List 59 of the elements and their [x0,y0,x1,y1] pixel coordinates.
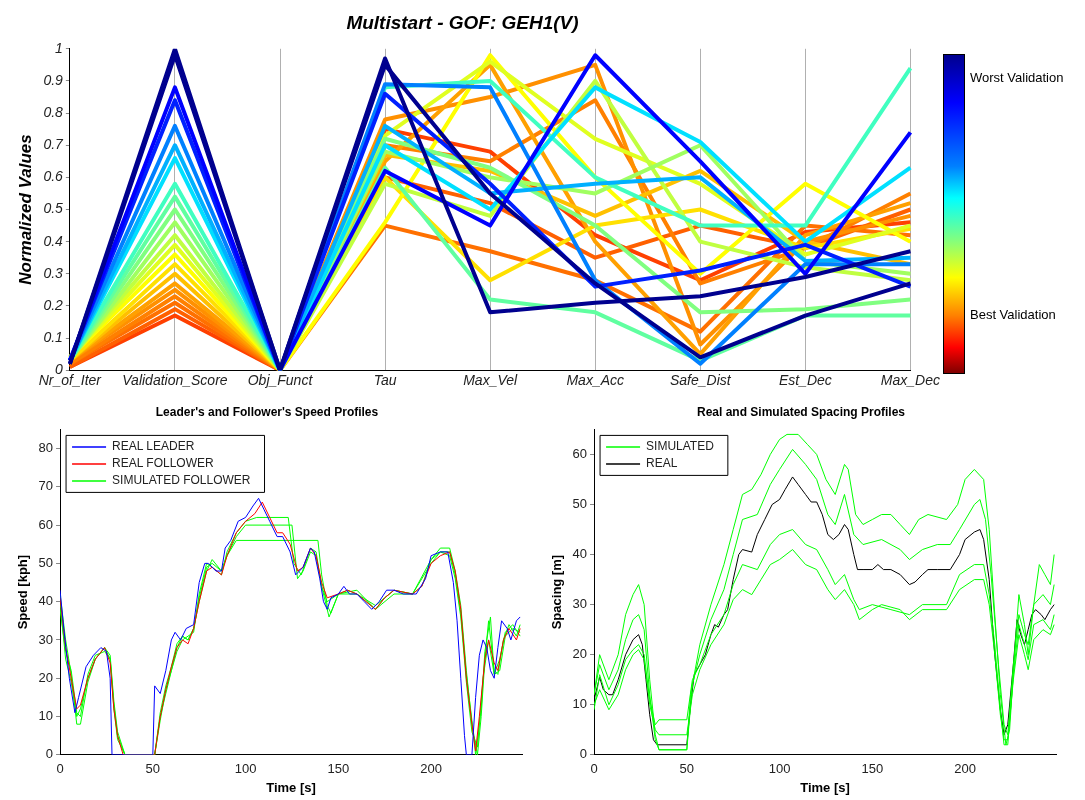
x-axis-title: Time [s] [800,779,850,795]
y-tick-label: 0.6 [43,168,64,185]
y-tick-label: 60 [38,516,54,532]
x-tick-label: 100 [234,761,257,777]
chart-title: Real and Simulated Spacing Profiles [696,404,906,419]
y-tick-label: 0.5 [43,200,64,217]
y-axis-title: Spacing [m] [549,554,565,630]
y-tick-label: 40 [38,593,54,609]
y-tick-label: 0.7 [43,136,65,153]
chart-title: Multistart - GOF: GEH1(V) [346,11,579,33]
y-tick-label: 0.2 [43,296,64,313]
x-tick-label: 200 [954,761,976,777]
y-tick-label: 50 [572,496,588,512]
y-tick-label: 10 [572,696,588,712]
x-tick-label: 200 [420,761,442,777]
y-tick-label: 10 [38,708,54,724]
y-tick-label: 0.4 [43,232,64,249]
y-tick-label: 0.8 [43,103,64,120]
x-tick-label: 50 [679,761,695,777]
x-tick-label: Validation_Score [122,372,228,389]
y-tick-label: 1 [55,39,63,56]
legend-label: SIMULATED FOLLOWER [112,473,251,488]
text: Worst Validation [970,70,1064,85]
x-tick-label: Obj_Funct [247,372,314,389]
x-tick-label: Max_Dec [880,372,940,389]
legend-label: REAL [646,456,678,471]
y-tick-label: 80 [38,440,54,456]
x-tick-label: 150 [327,761,350,777]
y-tick-label: 30 [572,596,588,612]
legend-label: REAL LEADER [112,439,195,454]
y-tick-label: 50 [38,554,54,570]
x-tick-label: Max_Vel [463,372,519,389]
x-tick-label: 0 [590,761,598,777]
x-tick-label: 100 [768,761,791,777]
legend-label: REAL FOLLOWER [112,456,214,471]
x-tick-label: Max_Acc [566,372,625,389]
y-axis-title: Speed [kph] [15,554,31,630]
x-tick-label: Safe_Dist [669,372,732,389]
y-tick-label: 20 [572,646,588,662]
y-tick-label: 30 [38,631,54,647]
y-axis-title: Normalized Values [15,134,35,285]
y-tick-label: 0 [55,361,64,378]
y-tick-label: 0.1 [43,328,63,345]
y-tick-label: 0.3 [43,264,64,281]
x-tick-label: 50 [145,761,161,777]
x-tick-label: Est_Dec [778,372,832,389]
legend-label: SIMULATED [646,439,715,454]
x-tick-label: Tau [373,372,397,389]
chart-title: Leader's and Follower's Speed Profiles [155,404,379,419]
y-tick-label: 60 [572,446,588,462]
y-tick-label: 0.9 [43,71,64,88]
x-axis-title: Time [s] [266,779,316,795]
y-tick-label: 0 [579,746,588,762]
x-tick-label: 150 [861,761,884,777]
y-tick-label: 40 [572,546,588,562]
y-tick-label: 0 [45,746,54,762]
text: Best Validation [970,307,1056,322]
y-tick-label: 70 [38,478,54,494]
y-tick-label: 20 [38,669,54,685]
